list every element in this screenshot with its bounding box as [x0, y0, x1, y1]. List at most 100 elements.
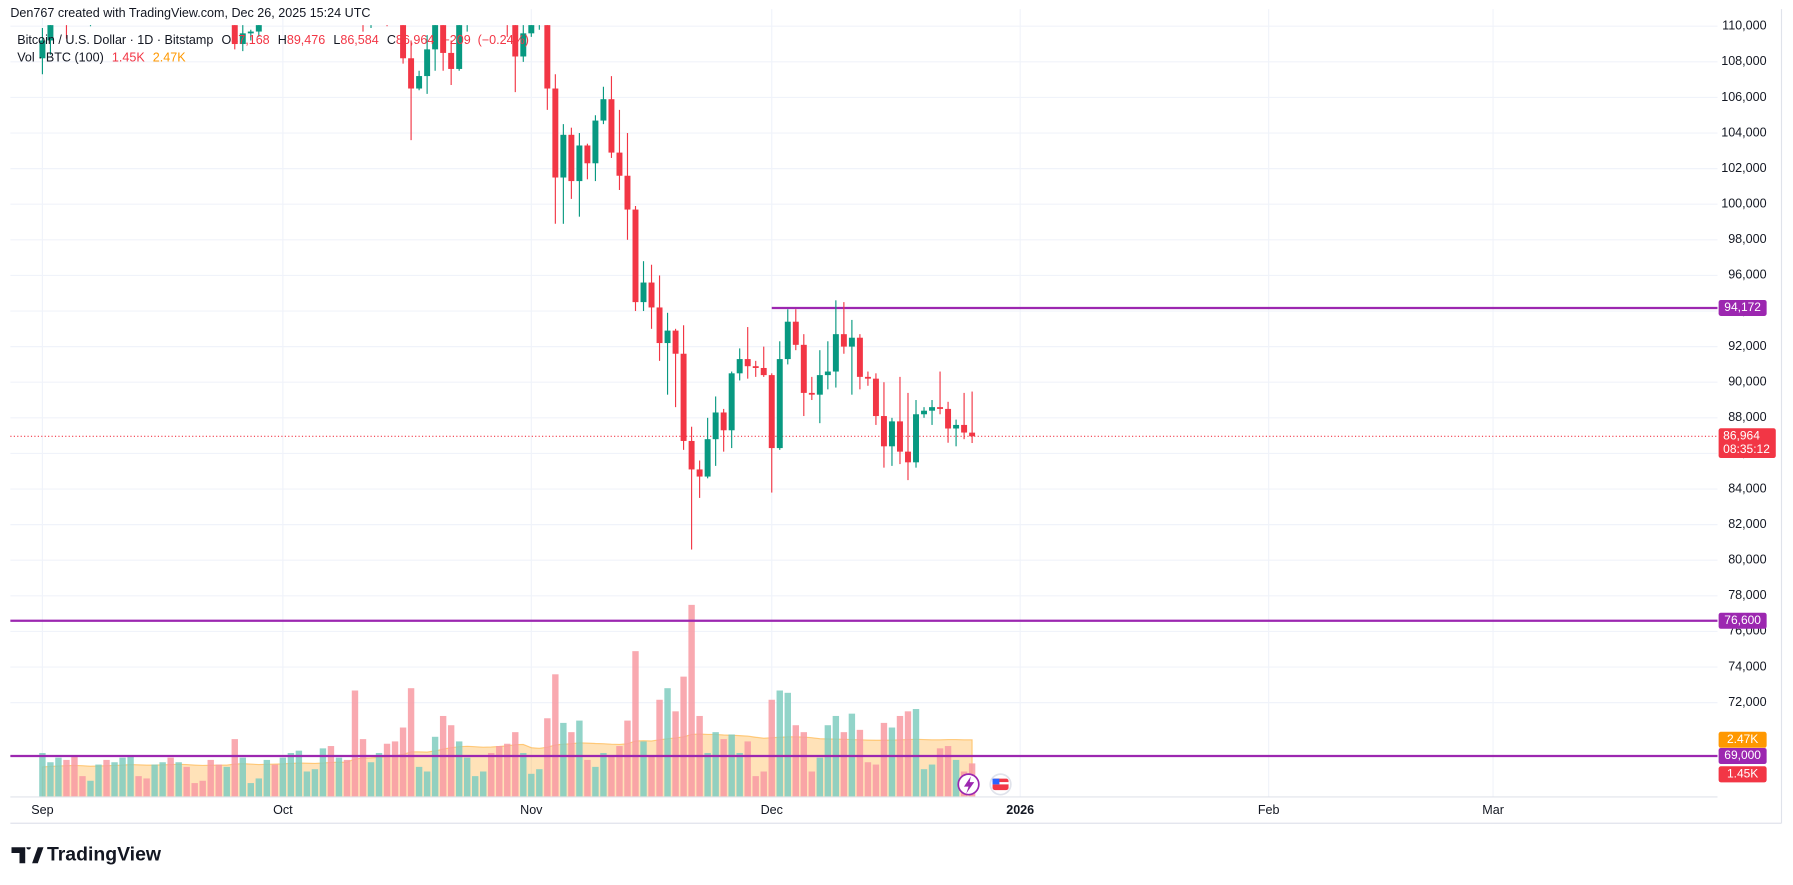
volume-bar — [648, 755, 655, 797]
volume-bar — [335, 757, 343, 797]
symbol-legend: Bitcoin / U.S. Dollar · 1D · Bitstamp O8… — [17, 33, 529, 47]
volume-bar — [632, 651, 639, 797]
candle-body — [929, 407, 936, 411]
close-prefix: C — [387, 33, 396, 47]
candle-body — [680, 353, 687, 441]
volume-bar — [808, 771, 816, 797]
candle-body — [584, 145, 591, 164]
open-prefix: O — [221, 33, 231, 47]
volume-tag-box — [1718, 766, 1767, 783]
volume-bar — [608, 755, 615, 797]
volume-bar — [768, 699, 775, 797]
volume-bar — [271, 764, 279, 797]
candle-body — [897, 421, 903, 452]
volume-bar — [544, 718, 551, 797]
candle-body — [961, 424, 968, 433]
volume-bar — [287, 752, 295, 797]
candle-body — [696, 469, 703, 477]
volume-bar — [111, 762, 118, 797]
volume-bar — [175, 762, 182, 797]
candle-body — [728, 373, 735, 431]
candle-body — [824, 371, 831, 376]
current-price-tag-box — [1718, 428, 1776, 458]
y-tick-label: 106,000 — [1721, 90, 1766, 104]
level-tag-box — [1718, 299, 1767, 316]
candle-body — [776, 359, 783, 449]
x-tick-label: Dec — [761, 803, 783, 817]
volume-bar — [63, 759, 70, 797]
candle-body — [744, 359, 751, 367]
open-value: 87,168 — [231, 33, 269, 47]
volume-bar — [512, 732, 519, 797]
candle-body — [608, 99, 615, 153]
candle-body — [768, 375, 775, 449]
volume-bar — [536, 769, 543, 797]
volume-bar — [920, 769, 928, 797]
volume-bar — [223, 766, 230, 797]
volume-bar — [375, 752, 383, 797]
volume-bar — [592, 766, 599, 797]
close-value: 86,964 — [396, 33, 434, 47]
candle-body — [736, 359, 743, 374]
volume-bar — [616, 746, 623, 797]
grid — [10, 9, 1718, 797]
volume-bar — [784, 692, 791, 797]
volume-pane — [39, 604, 976, 797]
volume-bar — [888, 727, 896, 797]
flag-canton — [992, 778, 1000, 785]
brand-name: TradingView — [47, 843, 162, 865]
candle-body — [800, 344, 807, 393]
low-value: 86,584 — [340, 33, 378, 47]
candle-body — [712, 412, 719, 440]
current-price-tag: 86,964 — [1723, 428, 1760, 442]
y-tick-label: 80,000 — [1728, 553, 1766, 567]
candle-body — [816, 375, 823, 395]
volume-bar — [391, 741, 399, 797]
volume-bar — [279, 757, 287, 797]
volume-bar — [480, 771, 487, 797]
volume-bar — [720, 739, 727, 797]
volume-bar — [656, 699, 663, 797]
candle-body — [913, 414, 919, 463]
volume-bar — [231, 739, 238, 797]
candle-body — [448, 52, 455, 69]
candle-body — [47, 25, 54, 41]
candle-body — [624, 175, 631, 210]
volume-bar — [552, 674, 559, 797]
candle-body — [576, 145, 583, 182]
x-tick-label: Mar — [1482, 803, 1504, 817]
volume-bar — [319, 748, 327, 797]
candle-body — [39, 40, 46, 59]
candle-body — [592, 120, 599, 164]
logo-mark — [11, 847, 44, 864]
candle-body — [640, 282, 647, 303]
candle-body — [247, 31, 254, 34]
candle-body — [416, 76, 423, 89]
y-tick-label: 98,000 — [1728, 232, 1766, 246]
volume-bar — [760, 771, 767, 797]
candles — [39, 25, 976, 550]
volume-bar — [680, 676, 687, 797]
candle-body — [560, 134, 567, 178]
volume-bar — [576, 720, 583, 797]
volume-bar — [255, 778, 263, 797]
candle-body — [528, 25, 535, 34]
volume-bar — [383, 743, 391, 797]
candle-body — [568, 134, 575, 182]
y-tick-label: 88,000 — [1728, 410, 1766, 424]
volume-bar — [864, 762, 872, 797]
candle-body — [520, 33, 527, 57]
volume-bar — [399, 727, 407, 797]
volume-bar — [672, 711, 679, 797]
candle-body — [512, 25, 519, 57]
volume-bar — [79, 776, 86, 797]
y-tick-label: 78,000 — [1728, 588, 1766, 602]
level-tag: 76,600 — [1724, 613, 1761, 627]
candle-body — [656, 307, 663, 344]
y-tick-label: 90,000 — [1728, 375, 1766, 389]
high-value: 89,476 — [287, 33, 325, 47]
y-tick-label: 74,000 — [1728, 659, 1766, 673]
volume-bar — [135, 776, 142, 797]
volume-bar — [343, 759, 351, 797]
symbol-title: Bitcoin / U.S. Dollar · 1D · Bitstamp — [17, 33, 213, 47]
